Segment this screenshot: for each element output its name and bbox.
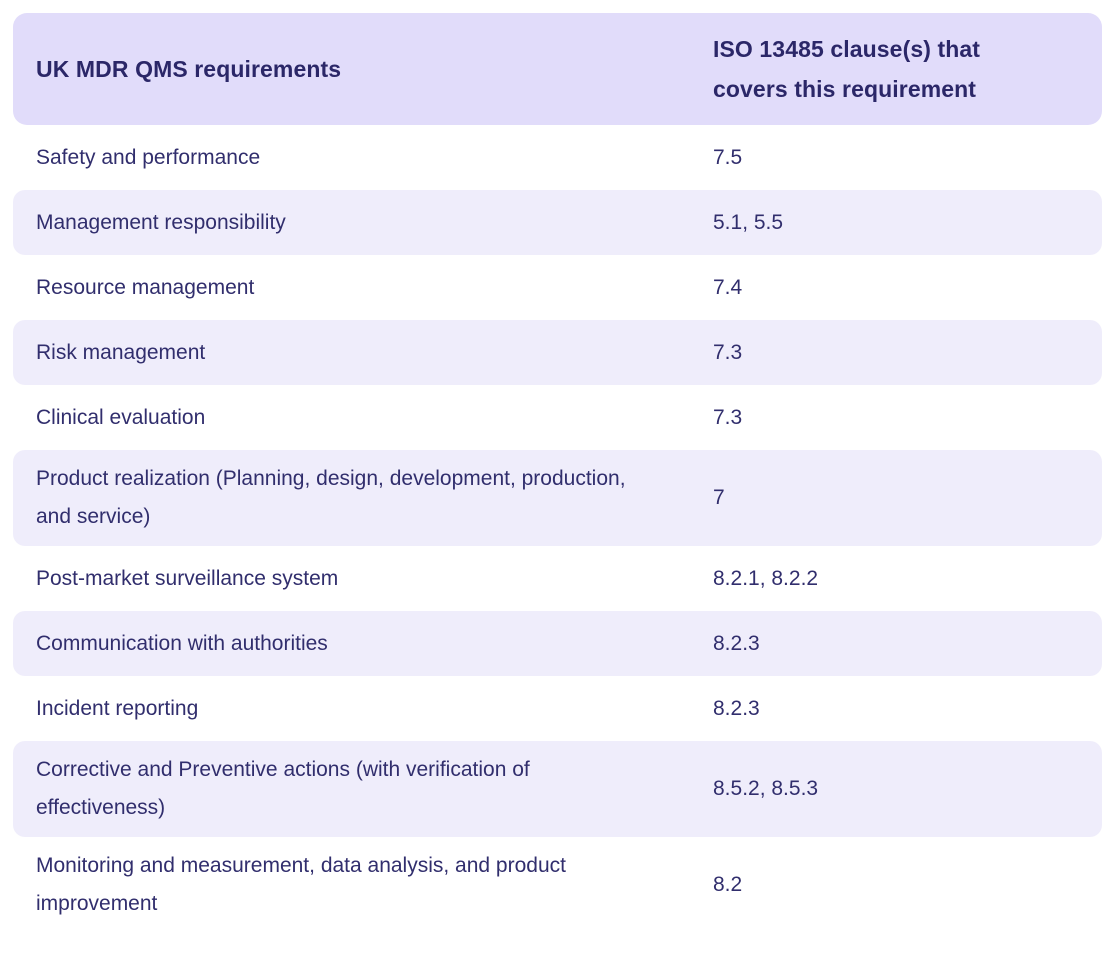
requirement-text: Post-market surveillance system (36, 566, 339, 590)
clauses-text: 8.2.1, 8.2.2 (713, 566, 819, 590)
requirement-text: Management responsibility (36, 210, 286, 234)
requirement-cell: Resource management (13, 269, 713, 307)
table-row: Safety and performance 7.5 (13, 125, 1102, 190)
requirement-text: Corrective and Preventive actions (with … (36, 758, 530, 819)
table-row: Incident reporting 8.2.3 (13, 676, 1102, 741)
table-row: Product realization (Planning, design, d… (13, 450, 1102, 546)
clauses-text: 8.5.2, 8.5.3 (713, 777, 819, 800)
header-cell-clauses: ISO 13485 clause(s) that covers this req… (713, 29, 1102, 109)
requirement-cell: Product realization (Planning, design, d… (13, 460, 713, 536)
clauses-text: 7.3 (713, 340, 743, 364)
requirement-text: Risk management (36, 340, 206, 364)
table-row: Management responsibility 5.1, 5.5 (13, 190, 1102, 255)
clauses-text: 8.2.3 (713, 696, 760, 720)
requirement-cell: Monitoring and measurement, data analysi… (13, 847, 713, 923)
requirement-text: Safety and performance (36, 145, 261, 169)
clauses-cell: 7.3 (713, 399, 1102, 437)
requirement-text: Communication with authorities (36, 631, 328, 655)
clauses-cell: 7.5 (713, 139, 1102, 177)
clauses-text: 8.2 (713, 873, 743, 896)
requirement-text: Incident reporting (36, 696, 199, 720)
header-cell-requirements: UK MDR QMS requirements (13, 56, 713, 83)
clauses-text: 7 (713, 486, 725, 509)
clauses-text: 8.2.3 (713, 631, 760, 655)
table-row: Communication with authorities 8.2.3 (13, 611, 1102, 676)
requirement-cell: Post-market surveillance system (13, 560, 713, 598)
clauses-cell: 8.2.3 (713, 625, 1102, 663)
clauses-text: 7.4 (713, 275, 743, 299)
qms-iso-comparison-table: UK MDR QMS requirements ISO 13485 clause… (13, 13, 1102, 933)
table-row: Monitoring and measurement, data analysi… (13, 837, 1102, 933)
table-row: Post-market surveillance system 8.2.1, 8… (13, 546, 1102, 611)
clauses-text: 7.3 (713, 405, 743, 429)
requirement-text: Resource management (36, 275, 255, 299)
clauses-cell: 7 (713, 479, 1102, 517)
clauses-cell: 8.2 (713, 866, 1102, 904)
requirement-cell: Corrective and Preventive actions (with … (13, 751, 713, 827)
requirement-cell: Clinical evaluation (13, 399, 713, 437)
clauses-cell: 8.2.3 (713, 690, 1102, 728)
table-header-row: UK MDR QMS requirements ISO 13485 clause… (13, 13, 1102, 125)
requirement-text: Product realization (Planning, design, d… (36, 467, 626, 528)
requirement-cell: Incident reporting (13, 690, 713, 728)
table-body: Safety and performance 7.5 Management re… (13, 125, 1102, 933)
table-row: Risk management 7.3 (13, 320, 1102, 385)
requirement-text: Clinical evaluation (36, 405, 206, 429)
requirement-cell: Management responsibility (13, 204, 713, 242)
header-requirements-label: UK MDR QMS requirements (36, 55, 342, 82)
header-clauses-label: ISO 13485 clause(s) that covers this req… (713, 36, 981, 102)
table-row: Resource management 7.4 (13, 255, 1102, 320)
clauses-cell: 8.2.1, 8.2.2 (713, 560, 1102, 598)
requirement-cell: Communication with authorities (13, 625, 713, 663)
table-row: Corrective and Preventive actions (with … (13, 741, 1102, 837)
clauses-cell: 7.4 (713, 269, 1102, 307)
requirement-cell: Risk management (13, 334, 713, 372)
requirement-cell: Safety and performance (13, 139, 713, 177)
clauses-text: 7.5 (713, 145, 743, 169)
clauses-cell: 5.1, 5.5 (713, 204, 1102, 242)
requirement-text: Monitoring and measurement, data analysi… (36, 854, 566, 915)
clauses-text: 5.1, 5.5 (713, 210, 784, 234)
table-row: Clinical evaluation 7.3 (13, 385, 1102, 450)
clauses-cell: 8.5.2, 8.5.3 (713, 770, 1102, 808)
clauses-cell: 7.3 (713, 334, 1102, 372)
